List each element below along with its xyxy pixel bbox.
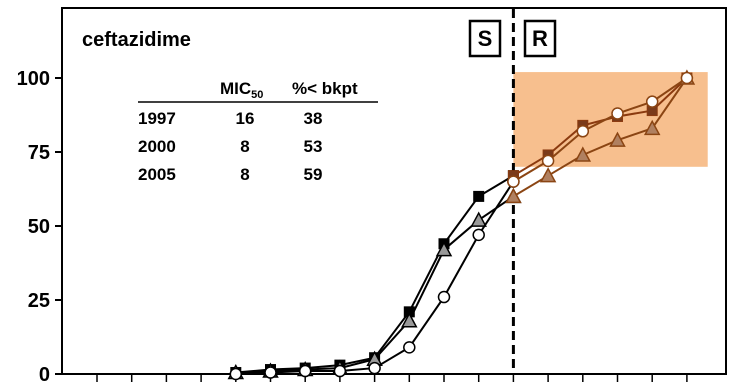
table-cell: 16 — [236, 109, 255, 128]
table-cell: 8 — [240, 165, 249, 184]
table-cell: 8 — [240, 137, 249, 156]
circle-marker — [507, 175, 520, 188]
y-tick-label: 100 — [17, 68, 50, 90]
circle-marker — [472, 228, 485, 242]
plot-frame — [61, 7, 727, 375]
series-line — [512, 77, 688, 183]
table-cell: 38 — [304, 109, 323, 128]
triangle-marker — [574, 146, 592, 162]
s-region-label: S — [478, 26, 493, 51]
circle-marker — [437, 290, 451, 304]
triangle-marker — [539, 167, 557, 183]
y-tick-label: 0 — [39, 364, 50, 383]
table-cell: 2005 — [138, 165, 176, 184]
series-line — [512, 77, 688, 177]
circle-marker — [680, 71, 694, 85]
series-line — [235, 174, 514, 374]
chart-title: ceftazidime — [82, 29, 191, 51]
triangle-marker — [435, 241, 453, 257]
triangle-marker — [470, 211, 487, 227]
series — [230, 170, 519, 379]
table-cell: 2000 — [138, 137, 176, 156]
r-region-label: R — [532, 26, 548, 51]
circle-marker — [611, 107, 624, 120]
y-tick-label: 25 — [28, 290, 50, 312]
mic-table: MIC50 %< bkpt 1997 16 38 2000 8 53 2005 8 59 — [138, 79, 378, 184]
circle-marker — [229, 367, 243, 381]
series — [227, 187, 522, 380]
s-region-box: S — [468, 19, 502, 58]
table-cell: 1997 — [138, 109, 176, 128]
table-header-mic-subscript: 50 — [251, 89, 263, 101]
circle-marker — [403, 341, 416, 354]
circle-marker — [576, 125, 590, 138]
r-region-box: R — [523, 19, 557, 58]
y-tick-label: 75 — [28, 142, 50, 164]
circle-marker — [264, 366, 277, 379]
triangle-marker — [609, 131, 626, 147]
triangle-marker — [643, 119, 661, 136]
circle-marker — [645, 95, 659, 108]
triangle-marker — [401, 312, 418, 328]
series — [507, 71, 694, 188]
triangle-marker — [505, 187, 522, 204]
square-marker — [473, 190, 485, 202]
table-cell: 59 — [304, 165, 323, 184]
series-line — [235, 181, 515, 375]
series-line — [235, 195, 514, 374]
table-header-bkpt: %< bkpt — [292, 79, 358, 98]
circle-marker — [298, 364, 312, 378]
y-tick-label: 50 — [28, 216, 50, 238]
circle-marker — [333, 364, 347, 378]
table-cell: 53 — [304, 137, 323, 156]
circle-marker — [541, 154, 555, 168]
series — [229, 175, 520, 381]
circle-marker — [368, 361, 381, 375]
table-header-mic: MIC50 — [220, 79, 263, 101]
